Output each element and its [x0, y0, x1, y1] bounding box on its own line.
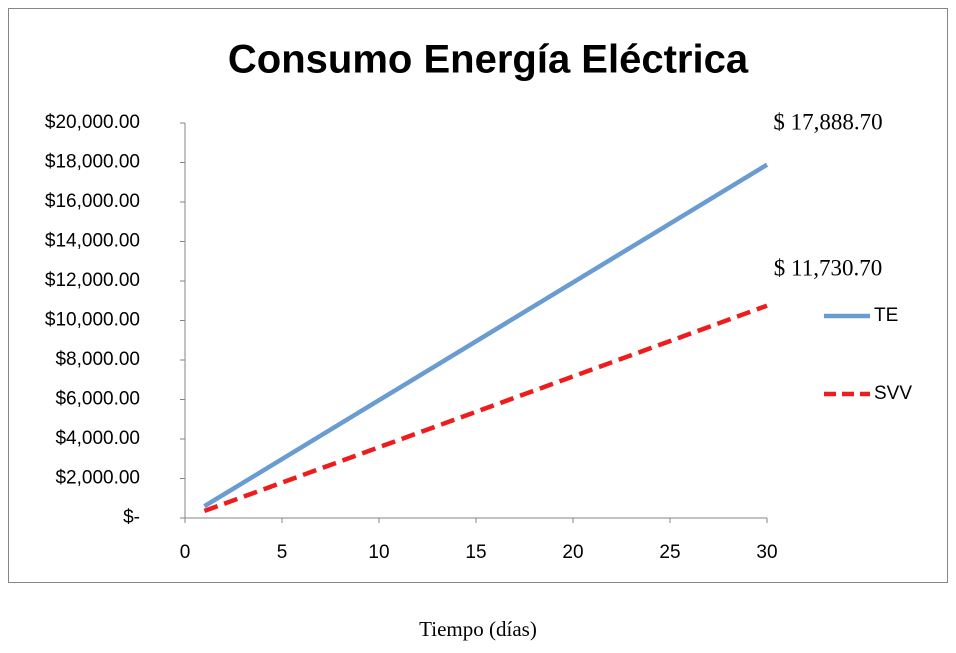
series-line — [203, 303, 768, 514]
y-tick-label: $6,000.00 — [55, 389, 140, 410]
y-tick-label: $8,000.00 — [55, 349, 140, 370]
x-tick-label: 10 — [368, 542, 389, 563]
y-tick-label: $14,000.00 — [45, 231, 140, 252]
series-line — [203, 162, 769, 509]
x-axis-label: Tiempo (días) — [419, 617, 537, 641]
y-tick-label: $18,000.00 — [45, 152, 140, 173]
x-tick-label: 30 — [756, 542, 777, 563]
annotation: $ 17,888.70 — [773, 109, 882, 134]
annotation: $ 11,730.70 — [774, 255, 882, 280]
y-tick-label: $2,000.00 — [55, 468, 140, 489]
x-tick-label: 25 — [659, 542, 680, 563]
x-tick-label: 15 — [465, 542, 486, 563]
y-tick-label: $4,000.00 — [55, 428, 140, 449]
chart-title: Consumo Energía Eléctrica — [228, 38, 749, 82]
legend-label: TE — [874, 305, 898, 326]
y-tick-label: $12,000.00 — [45, 270, 140, 291]
y-tick-label: $20,000.00 — [45, 112, 140, 133]
x-tick-label: 0 — [180, 542, 191, 563]
legend-label: SVV — [874, 383, 912, 404]
chart-border — [8, 8, 948, 583]
y-tick-label: $- — [123, 507, 140, 528]
y-tick-label: $10,000.00 — [45, 310, 140, 331]
y-tick-label: $16,000.00 — [45, 191, 140, 212]
x-tick-label: 5 — [277, 542, 288, 563]
x-tick-label: 20 — [562, 542, 583, 563]
